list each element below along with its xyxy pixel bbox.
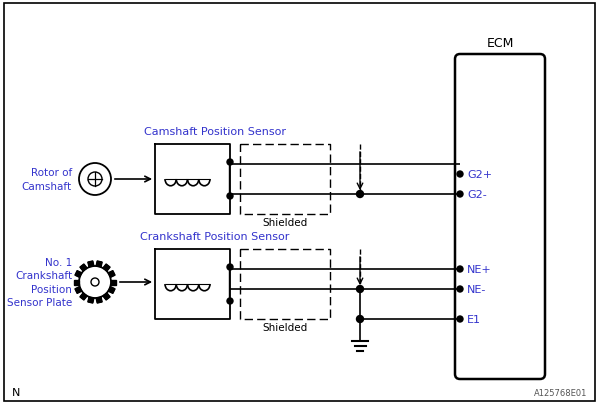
Text: A125768E01: A125768E01 [534,388,587,397]
Polygon shape [111,280,116,285]
Polygon shape [80,264,87,271]
Circle shape [356,286,364,293]
Text: Camshaft Position Sensor: Camshaft Position Sensor [144,127,286,136]
Circle shape [457,286,463,292]
Circle shape [457,172,463,177]
Text: G2-: G2- [467,190,487,200]
Polygon shape [80,293,87,300]
Polygon shape [96,297,102,303]
Circle shape [356,316,364,323]
Polygon shape [88,261,94,267]
Polygon shape [96,261,102,267]
Text: G2+: G2+ [467,170,492,179]
Polygon shape [108,271,115,277]
Polygon shape [88,297,94,303]
Circle shape [457,192,463,198]
Polygon shape [74,280,79,285]
Polygon shape [108,287,115,294]
Circle shape [457,316,463,322]
Circle shape [227,298,233,304]
Polygon shape [75,271,81,277]
Text: NE-: NE- [467,284,486,294]
Text: Rotor of
Camshaft: Rotor of Camshaft [22,168,72,191]
Circle shape [356,191,364,198]
Text: ECM: ECM [486,37,514,50]
Text: Shielded: Shielded [262,322,308,332]
Circle shape [457,266,463,272]
Circle shape [227,264,233,270]
Text: E1: E1 [467,314,481,324]
Text: No. 1
Crankshaft
Position
Sensor Plate: No. 1 Crankshaft Position Sensor Plate [7,258,72,307]
Polygon shape [103,264,110,271]
Polygon shape [75,287,81,294]
Text: NE+: NE+ [467,264,492,274]
Circle shape [227,194,233,200]
Circle shape [227,160,233,166]
Text: Crankshaft Position Sensor: Crankshaft Position Sensor [140,231,290,241]
Polygon shape [103,293,110,300]
FancyBboxPatch shape [455,55,545,379]
Text: N: N [12,387,20,397]
Text: Shielded: Shielded [262,217,308,228]
